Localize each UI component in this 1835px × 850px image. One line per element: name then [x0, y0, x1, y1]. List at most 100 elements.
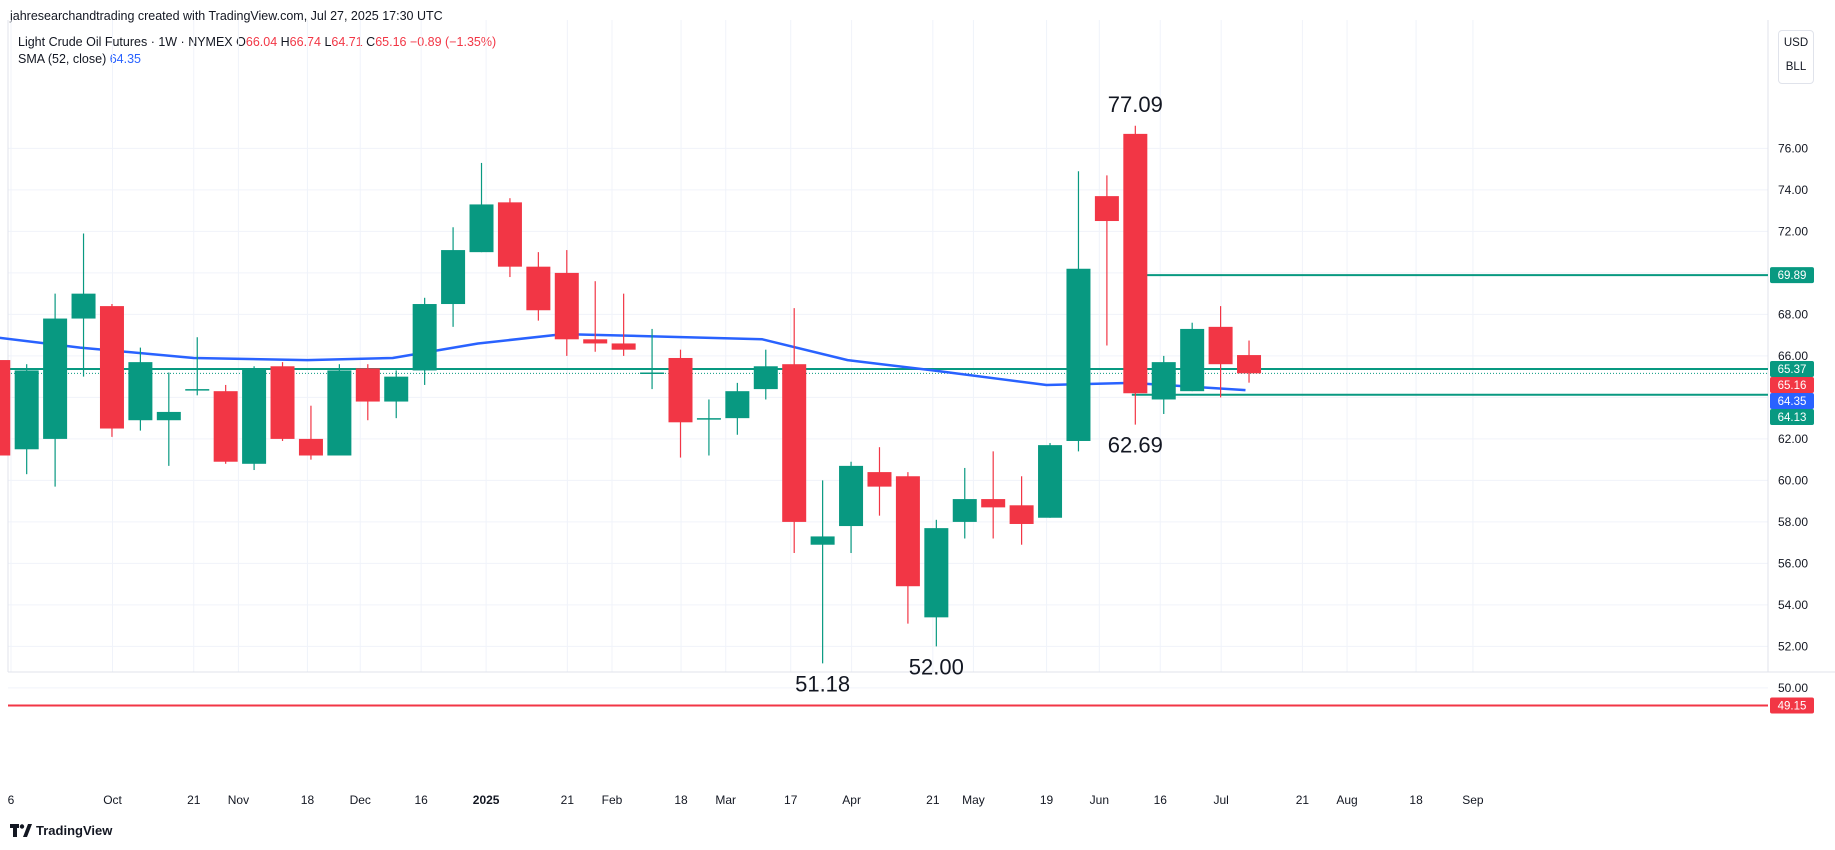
x-tick-label: 18: [301, 793, 315, 807]
open-label: O: [236, 35, 246, 49]
candle-body: [1094, 196, 1119, 222]
y-tick-label: 76.00: [1778, 141, 1808, 155]
candle-body: [640, 372, 665, 374]
x-tick-label: Feb: [602, 793, 623, 807]
x-tick-label: 21: [1296, 793, 1310, 807]
candle-body: [412, 304, 437, 371]
symbol-legend: Light Crude Oil Futures · 1W · NYMEX O 66…: [18, 35, 496, 49]
candle-body: [753, 366, 778, 390]
candle-body: [1009, 505, 1034, 524]
x-tick-label: May: [962, 793, 985, 807]
x-tick-label: Jun: [1090, 793, 1109, 807]
y-tick-label: 62.00: [1778, 432, 1808, 446]
y-tick-label: 56.00: [1778, 556, 1808, 570]
price-label-badge: [1770, 392, 1814, 409]
candle-body: [924, 528, 949, 618]
price-label-text: 49.15: [1778, 701, 1807, 713]
candle-body: [327, 370, 352, 456]
candle-body: [469, 204, 494, 253]
price-annotation: 62.69: [1108, 433, 1163, 458]
x-tick-label: Mar: [715, 793, 736, 807]
y-tick-label: 58.00: [1778, 515, 1808, 529]
price-label-badge: [1770, 408, 1814, 425]
candle-body: [810, 536, 835, 545]
price-label-text: 65.16: [1778, 380, 1807, 392]
change-value: −0.89 (−1.35%): [409, 35, 497, 49]
price-label-badge: [1770, 376, 1814, 393]
high-value: 66.74: [289, 35, 321, 49]
candle-body: [355, 368, 380, 402]
price-label-text: 65.37: [1778, 364, 1807, 376]
candle-body: [725, 391, 750, 419]
unit-label: BLL: [1785, 61, 1807, 73]
footer-brand: TradingView: [36, 823, 113, 838]
tradingview-logo-icon: [10, 824, 32, 837]
candle-body: [611, 343, 636, 350]
x-tick-label: Jul: [1213, 793, 1228, 807]
sma-value: 64.35: [109, 52, 141, 66]
x-tick-label: Oct: [103, 793, 122, 807]
candle-body: [71, 293, 96, 319]
candle-body: [1237, 355, 1262, 374]
x-tick-label: 21: [926, 793, 940, 807]
candle-body: [583, 339, 608, 344]
x-tick-label: 21: [561, 793, 575, 807]
candle-body: [298, 438, 323, 456]
x-tick-label: 6: [8, 793, 15, 807]
x-tick-label: 21: [187, 793, 201, 807]
candle-body: [99, 306, 124, 429]
candle-body: [213, 391, 238, 462]
sma-label[interactable]: SMA (52, close): [18, 52, 107, 66]
price-label-text: 69.89: [1778, 270, 1807, 282]
candle-body: [441, 250, 466, 305]
candle-body: [867, 472, 892, 487]
symbol-name[interactable]: Light Crude Oil Futures · 1W · NYMEX: [18, 35, 233, 49]
x-tick-label: Dec: [350, 793, 371, 807]
x-tick-label: Aug: [1336, 793, 1357, 807]
candle-body: [668, 357, 693, 423]
x-tick-label: 17: [784, 793, 798, 807]
candle-body: [156, 411, 181, 421]
currency-label: USD: [1783, 37, 1809, 49]
chart-credit: jahresearchandtrading created with Tradi…: [10, 9, 443, 23]
price-label-text: 64.35: [1778, 396, 1807, 408]
candle-body: [526, 266, 551, 311]
candle-body: [1180, 328, 1205, 392]
high-label: H: [280, 35, 290, 49]
candle-body: [895, 476, 920, 587]
y-tick-label: 60.00: [1778, 473, 1808, 487]
candle-body: [1151, 362, 1176, 400]
candle-body: [43, 318, 68, 439]
low-label: L: [324, 35, 332, 49]
candle-body: [497, 202, 522, 267]
candle-body: [1038, 445, 1063, 518]
price-annotation: 51.18: [795, 671, 850, 696]
x-tick-label: 19: [1040, 793, 1054, 807]
x-tick-label: Sep: [1462, 793, 1484, 807]
y-tick-label: 50.00: [1778, 681, 1808, 695]
y-tick-label: 68.00: [1778, 307, 1808, 321]
candle-body: [782, 364, 807, 522]
x-tick-label: 16: [1154, 793, 1168, 807]
currency-unit-selector[interactable]: USD BLL: [1778, 30, 1814, 84]
sma-legend: SMA (52, close) 64.35: [18, 52, 141, 66]
x-tick-label: 18: [1409, 793, 1423, 807]
price-label-text: 64.13: [1778, 412, 1807, 424]
x-tick-label: Apr: [842, 793, 861, 807]
candle-body: [384, 376, 409, 402]
candle-body: [952, 499, 977, 522]
x-tick-label: 16: [414, 793, 428, 807]
candle-body: [554, 272, 579, 340]
y-tick-label: 54.00: [1778, 598, 1808, 612]
candle-body: [242, 368, 267, 464]
y-tick-label: 52.00: [1778, 639, 1808, 653]
candle-body: [1123, 133, 1148, 394]
candle-body: [185, 389, 210, 391]
price-label-badge: [1770, 360, 1814, 377]
y-tick-label: 66.00: [1778, 349, 1808, 363]
price-annotation: 77.09: [1108, 92, 1163, 117]
price-annotation: 52.00: [909, 654, 964, 679]
close-value: 65.16: [375, 35, 407, 49]
price-label-badge: [1770, 267, 1814, 284]
